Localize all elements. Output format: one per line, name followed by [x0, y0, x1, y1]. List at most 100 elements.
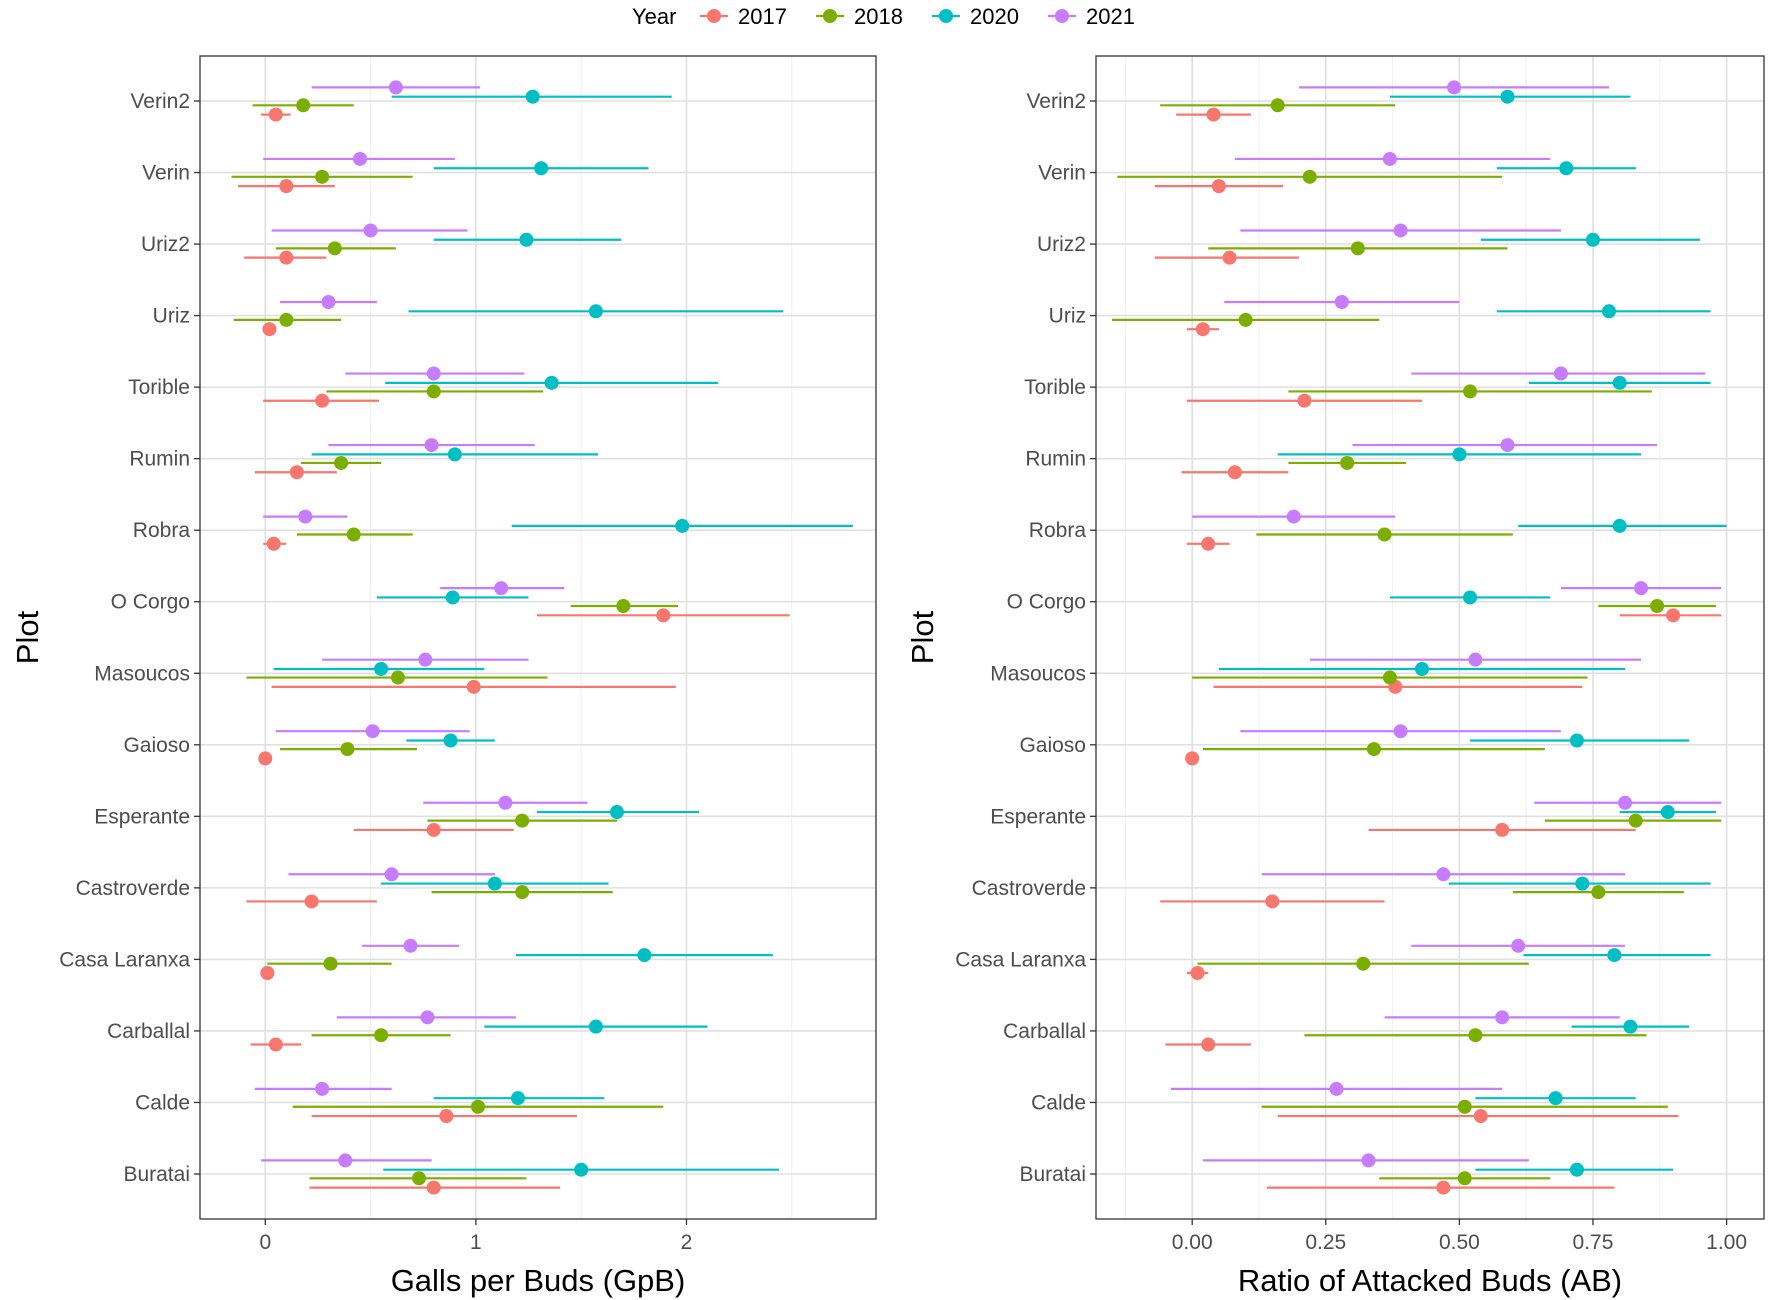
series-2020-gpb	[273, 89, 853, 1177]
point	[1468, 652, 1483, 667]
y-tick-label: O Corgo	[111, 591, 190, 614]
point	[424, 438, 439, 453]
point	[426, 366, 441, 381]
point	[470, 1099, 485, 1114]
point	[609, 805, 624, 820]
y-tick-label: Calde	[135, 1091, 190, 1114]
point	[420, 1010, 435, 1025]
point	[1650, 599, 1665, 614]
point	[616, 599, 631, 614]
point	[1468, 1028, 1483, 1043]
y-tick-label: Torible	[1024, 376, 1086, 399]
x-tick-label: 2	[681, 1231, 693, 1254]
point	[340, 742, 355, 757]
point	[439, 1109, 454, 1124]
point	[1457, 1171, 1472, 1186]
point	[279, 250, 294, 265]
point	[374, 1028, 389, 1043]
x-axis-title-gpb: Galls per Buds (GpB)	[391, 1263, 686, 1298]
y-tick-label: Rumin	[129, 448, 190, 471]
point	[1602, 304, 1617, 319]
point	[1201, 1037, 1216, 1052]
panel-ab: 0.00 0.25 0.50 0.75 1.00 Verin2 Verin Uriz2 Uriz…	[905, 55, 1765, 1298]
point	[1612, 375, 1627, 390]
point	[403, 938, 418, 953]
point	[494, 581, 509, 596]
point	[1297, 393, 1312, 408]
x-axis-title-ab: Ratio of Attacked Buds (AB)	[1238, 1263, 1622, 1298]
point	[1227, 465, 1242, 480]
point	[1452, 447, 1467, 462]
point	[353, 151, 368, 166]
point	[258, 751, 273, 766]
point	[1585, 232, 1600, 247]
point	[321, 295, 336, 310]
y-tick-label: Uriz2	[141, 233, 190, 256]
point	[1222, 250, 1237, 265]
point	[374, 661, 389, 676]
point	[1569, 1162, 1584, 1177]
point	[1500, 438, 1515, 453]
y-tick-label: Esperante	[94, 805, 190, 828]
point	[1201, 536, 1216, 551]
point	[390, 670, 405, 685]
point	[1382, 670, 1397, 685]
point	[588, 1019, 603, 1034]
y-tick-label: Esperante	[990, 805, 1086, 828]
point	[1553, 366, 1568, 381]
point	[315, 169, 330, 184]
point	[262, 322, 277, 337]
point	[515, 885, 530, 900]
point	[1463, 384, 1478, 399]
point	[519, 232, 534, 247]
y-tick-label: Castroverde	[76, 877, 190, 900]
point	[1548, 1091, 1563, 1106]
series-2020-ab	[1218, 89, 1727, 1177]
x-tick-label: 0.75	[1573, 1231, 1614, 1254]
point	[1206, 107, 1221, 122]
point	[1575, 876, 1590, 891]
y-tick-label: Robra	[1029, 519, 1087, 542]
point	[1377, 527, 1392, 542]
y-tick-label: Verin2	[130, 90, 190, 113]
x-tick-label: 0.50	[1439, 1231, 1480, 1254]
point	[1463, 590, 1478, 605]
point	[1559, 161, 1574, 176]
point	[445, 590, 460, 605]
legend-key-dot	[939, 9, 953, 23]
x-tick-label: 0.00	[1172, 1231, 1213, 1254]
point	[1473, 1109, 1488, 1124]
point	[544, 375, 559, 390]
point	[1628, 813, 1643, 828]
y-tick-label: Uriz	[153, 305, 190, 328]
point	[1382, 151, 1397, 166]
legend-key-dot	[1055, 9, 1069, 23]
point	[338, 1153, 353, 1168]
legend-key-dot	[707, 9, 721, 23]
y-tick-label: Carballal	[1003, 1020, 1086, 1043]
series-2018-gpb	[231, 98, 679, 1186]
point	[510, 1091, 525, 1106]
point	[315, 1081, 330, 1096]
point	[266, 536, 281, 551]
y-tick-label: Masoucos	[94, 662, 190, 685]
point	[1436, 867, 1451, 882]
series-2017-ab	[1154, 107, 1722, 1195]
point	[296, 98, 311, 113]
y-tick-label: Verin	[1038, 162, 1086, 185]
series-2017-gpb	[237, 107, 790, 1195]
point	[268, 107, 283, 122]
panel-gpb: 0 1 2 Verin2 Verin Uriz2 Uriz Torible Rumin Robra…	[10, 55, 877, 1298]
legend-label: 2021	[1086, 4, 1135, 29]
point	[1495, 1010, 1510, 1025]
x-tick-label: 0	[259, 1231, 271, 1254]
point	[363, 223, 378, 238]
point	[327, 241, 342, 256]
point	[1607, 948, 1622, 963]
point	[1361, 1153, 1376, 1168]
point	[1350, 241, 1365, 256]
point	[1623, 1019, 1638, 1034]
y-tick-label: Uriz2	[1037, 233, 1086, 256]
y-tick-label: Verin2	[1026, 90, 1086, 113]
point	[304, 894, 319, 909]
